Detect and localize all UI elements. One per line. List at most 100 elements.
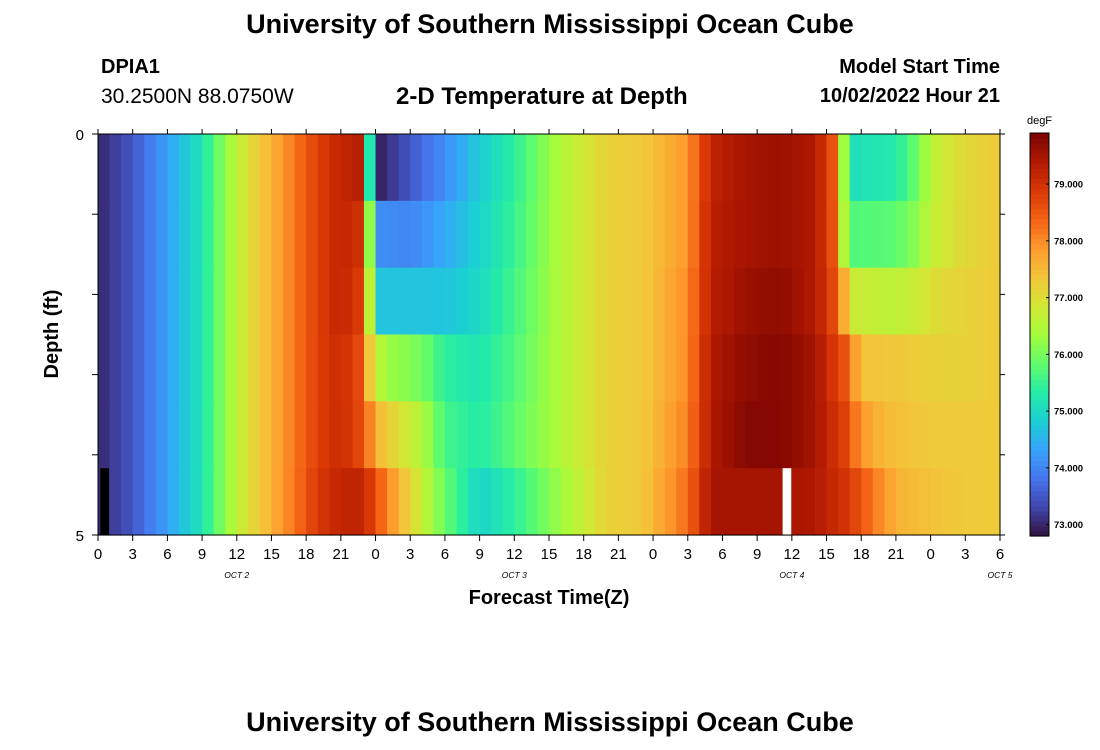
colorbar-segment [1030,410,1049,416]
heatmap-cell [398,200,411,269]
heatmap-cell [433,468,446,536]
heatmap-cell [363,401,377,469]
heatmap-cell [283,334,296,402]
colorbar-segment [1030,515,1049,522]
heatmap-cell [491,334,504,402]
x-tick-label: 9 [753,546,761,563]
heatmap-cell [641,134,654,202]
x-tick-label: 9 [198,546,206,563]
heatmap-cell [444,334,458,402]
heatmap-cell [965,468,978,536]
x-tick-label: 3 [129,546,137,563]
colorbar-segment [1030,465,1049,472]
colorbar-segment [1030,203,1049,210]
heatmap-cell [375,401,388,469]
heatmap-cell [317,267,330,336]
heatmap-cell [780,200,793,269]
heatmap-cell [838,267,851,336]
heatmap-cell [259,200,273,269]
colorbar-segment [1030,153,1049,159]
heatmap-cell [988,267,1001,336]
heatmap-cell [664,200,677,269]
heatmap-cell [456,200,469,269]
heatmap-cell [791,134,805,202]
heatmap-cell [953,267,966,336]
heatmap-cell [248,468,261,536]
heatmap-cell [421,267,434,336]
heatmap-cell [745,134,758,202]
heatmap-cell [595,401,608,469]
heatmap-cell [710,401,724,469]
heatmap-cell [907,200,920,269]
heatmap-cell [398,468,411,536]
heatmap-cell [283,267,296,336]
heatmap-cell [479,134,492,202]
colorbar-segment [1030,485,1049,492]
heatmap-cell [653,134,666,202]
heatmap-cell [144,468,157,536]
heatmap-cell [618,334,631,402]
heatmap-cell [606,468,619,536]
colorbar-segment [1030,223,1049,230]
heatmap-cell [178,401,192,469]
heatmap-cell [421,401,434,469]
heatmap-cell [155,468,168,536]
heatmap-cell [861,468,874,536]
heatmap-cell [190,401,203,469]
heatmap-cell [375,267,388,336]
heatmap-cell [491,468,504,536]
heatmap-cell [109,468,122,536]
heatmap-cell [121,134,134,202]
colorbar-segment [1030,193,1049,200]
x-tick-label: 12 [506,546,523,563]
heatmap-cell [930,134,943,202]
heatmap-cell [676,267,689,336]
heatmap-cell [849,200,862,269]
colorbar-segment [1030,440,1049,446]
x-tick-label: 15 [541,546,558,563]
colorbar-segment [1030,253,1049,260]
heatmap-cell [202,401,215,469]
heatmap-cell [329,401,342,469]
heatmap-cell [363,267,377,336]
heatmap-cell [363,134,377,202]
model-start-value: 10/02/2022 Hour 21 [819,85,1000,107]
heatmap-cell [988,134,1001,202]
heatmap-cell [826,200,839,269]
heatmap-cell [710,134,724,202]
heatmap-cell [306,200,319,269]
x-tick-label: 21 [333,546,350,563]
heatmap-cell [433,200,446,269]
heatmap-cell [514,468,527,536]
heatmap-cell [525,134,539,202]
heatmap-cell [629,401,643,469]
heatmap-cell [514,334,527,402]
heatmap-cell [803,401,816,469]
heatmap-cell [213,401,226,469]
heatmap-cell [491,267,504,336]
heatmap-cell [734,200,747,269]
heatmap-cell [907,334,920,402]
heatmap-cell [953,134,966,202]
colorbar-segment [1030,289,1049,295]
colorbar-segment [1030,399,1049,406]
heatmap-cell [259,334,273,402]
heatmap-cell [919,334,932,402]
heatmap-cell [549,200,562,269]
x-tick-label: 21 [888,546,905,563]
heatmap-cell [676,401,689,469]
colorbar-segment [1030,369,1049,376]
heatmap-cell [132,267,145,336]
heatmap-cell [919,134,932,202]
heatmap-cell [872,334,885,402]
heatmap-cell [444,468,458,536]
heatmap-cell [502,468,515,536]
heatmap-cell [803,134,816,202]
heatmap-cell [664,401,677,469]
heatmap-cell [965,334,978,402]
colorbar-tick-label: 75.000 [1054,407,1083,418]
heatmap-cell [132,401,145,469]
heatmap-cell [560,134,573,202]
heatmap-cell [109,334,122,402]
heatmap-cell [699,334,712,402]
